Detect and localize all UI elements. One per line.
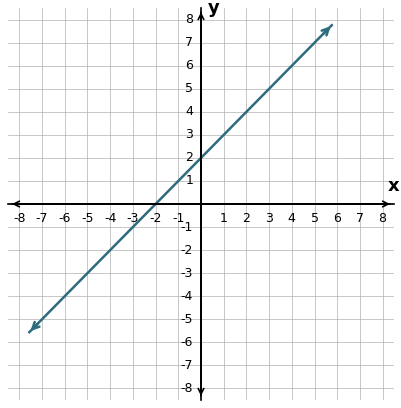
Text: -5: -5 (180, 313, 192, 326)
Text: 1: 1 (185, 175, 192, 187)
Text: -3: -3 (126, 212, 139, 225)
Text: 8: 8 (378, 212, 386, 225)
Text: 1: 1 (219, 212, 227, 225)
Text: -1: -1 (180, 221, 192, 233)
Text: 5: 5 (310, 212, 318, 225)
Text: -2: -2 (180, 244, 192, 257)
Text: -7: -7 (36, 212, 48, 225)
Text: 4: 4 (287, 212, 295, 225)
Text: -4: -4 (104, 212, 116, 225)
Text: -5: -5 (81, 212, 93, 225)
Text: 7: 7 (355, 212, 363, 225)
Text: -6: -6 (59, 212, 71, 225)
Text: 3: 3 (265, 212, 272, 225)
Text: 4: 4 (185, 105, 192, 118)
Text: -7: -7 (180, 359, 192, 372)
Text: 2: 2 (185, 151, 192, 164)
Text: -6: -6 (180, 336, 192, 349)
Text: -4: -4 (180, 290, 192, 303)
Text: -3: -3 (180, 266, 192, 279)
Text: -8: -8 (180, 382, 192, 395)
Text: 7: 7 (184, 36, 192, 49)
Text: y: y (207, 0, 219, 17)
Text: 2: 2 (242, 212, 250, 225)
Text: 6: 6 (332, 212, 340, 225)
Text: 8: 8 (184, 13, 192, 26)
Text: 5: 5 (184, 82, 192, 95)
Text: 6: 6 (185, 59, 192, 72)
Text: -2: -2 (149, 212, 161, 225)
Text: x: x (387, 177, 399, 195)
Text: -1: -1 (172, 212, 184, 225)
Text: 3: 3 (185, 129, 192, 142)
Text: -8: -8 (13, 212, 26, 225)
